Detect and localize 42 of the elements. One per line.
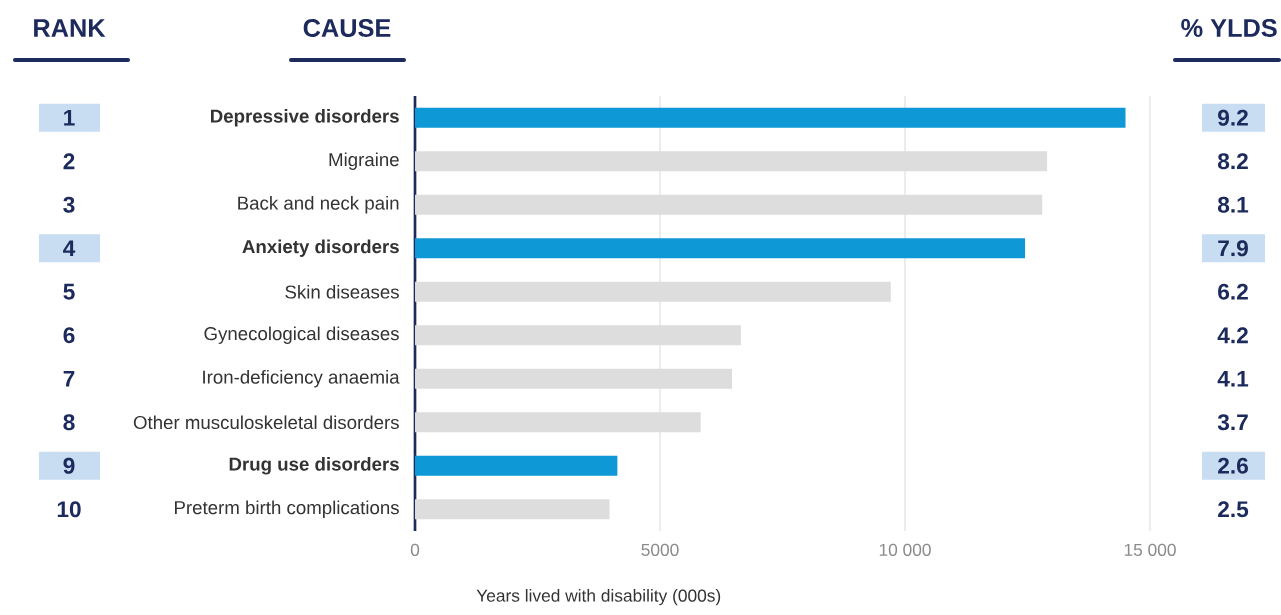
y-tick-label: Other musculoskeletal disorders: [133, 415, 399, 430]
bar: [415, 455, 618, 476]
text: 10: [57, 501, 81, 518]
text: 8.2: [1217, 153, 1248, 170]
text: 3: [63, 196, 75, 213]
text: 6: [63, 327, 75, 344]
x-axis-title: Years lived with disability (000s): [476, 589, 721, 606]
text: 2: [63, 153, 75, 170]
y-tick-label: Migraine: [329, 152, 399, 170]
text: 2.6: [1218, 457, 1248, 474]
y-tick-label: Drug use disorders: [229, 457, 399, 475]
bar: [415, 238, 1026, 259]
y-tick-label: Depressive disorders: [211, 109, 399, 127]
text: CAUSE: [303, 19, 391, 37]
text: 7: [63, 370, 75, 387]
bar: [415, 499, 610, 520]
y-tick-label: Skin diseases: [285, 284, 399, 299]
text: RANK: [34, 19, 106, 37]
x-tick-label: 0: [410, 543, 420, 556]
text: 4: [63, 240, 76, 257]
text: 5: [63, 283, 75, 300]
text: 8: [63, 414, 75, 431]
y-tick-label: Iron-deficiency anaemia: [203, 370, 400, 388]
y-tick-label: Gynecological diseases: [204, 326, 399, 344]
text: % YLDS: [1181, 19, 1277, 37]
y-tick-label: Preterm birth complications: [175, 500, 399, 518]
text: 7.9: [1218, 240, 1248, 257]
text: 9.2: [1218, 109, 1248, 126]
x-tick-label: 5000: [641, 543, 679, 556]
x-tick-label: 15 000: [1124, 543, 1176, 556]
text: 3.7: [1217, 414, 1248, 431]
y-tick-label: Anxiety disorders: [242, 239, 399, 257]
text: 4.2: [1217, 327, 1248, 344]
text: 8.1: [1217, 196, 1249, 213]
text: 9: [63, 457, 75, 474]
x-tick-label: 10 000: [879, 543, 931, 556]
text: 6.2: [1218, 283, 1248, 300]
y-tick-label: Back and neck pain: [238, 196, 399, 214]
text: 4.1: [1217, 370, 1249, 387]
text: 2.5: [1218, 501, 1249, 518]
text: 1: [64, 109, 75, 126]
bar: [415, 107, 1126, 128]
